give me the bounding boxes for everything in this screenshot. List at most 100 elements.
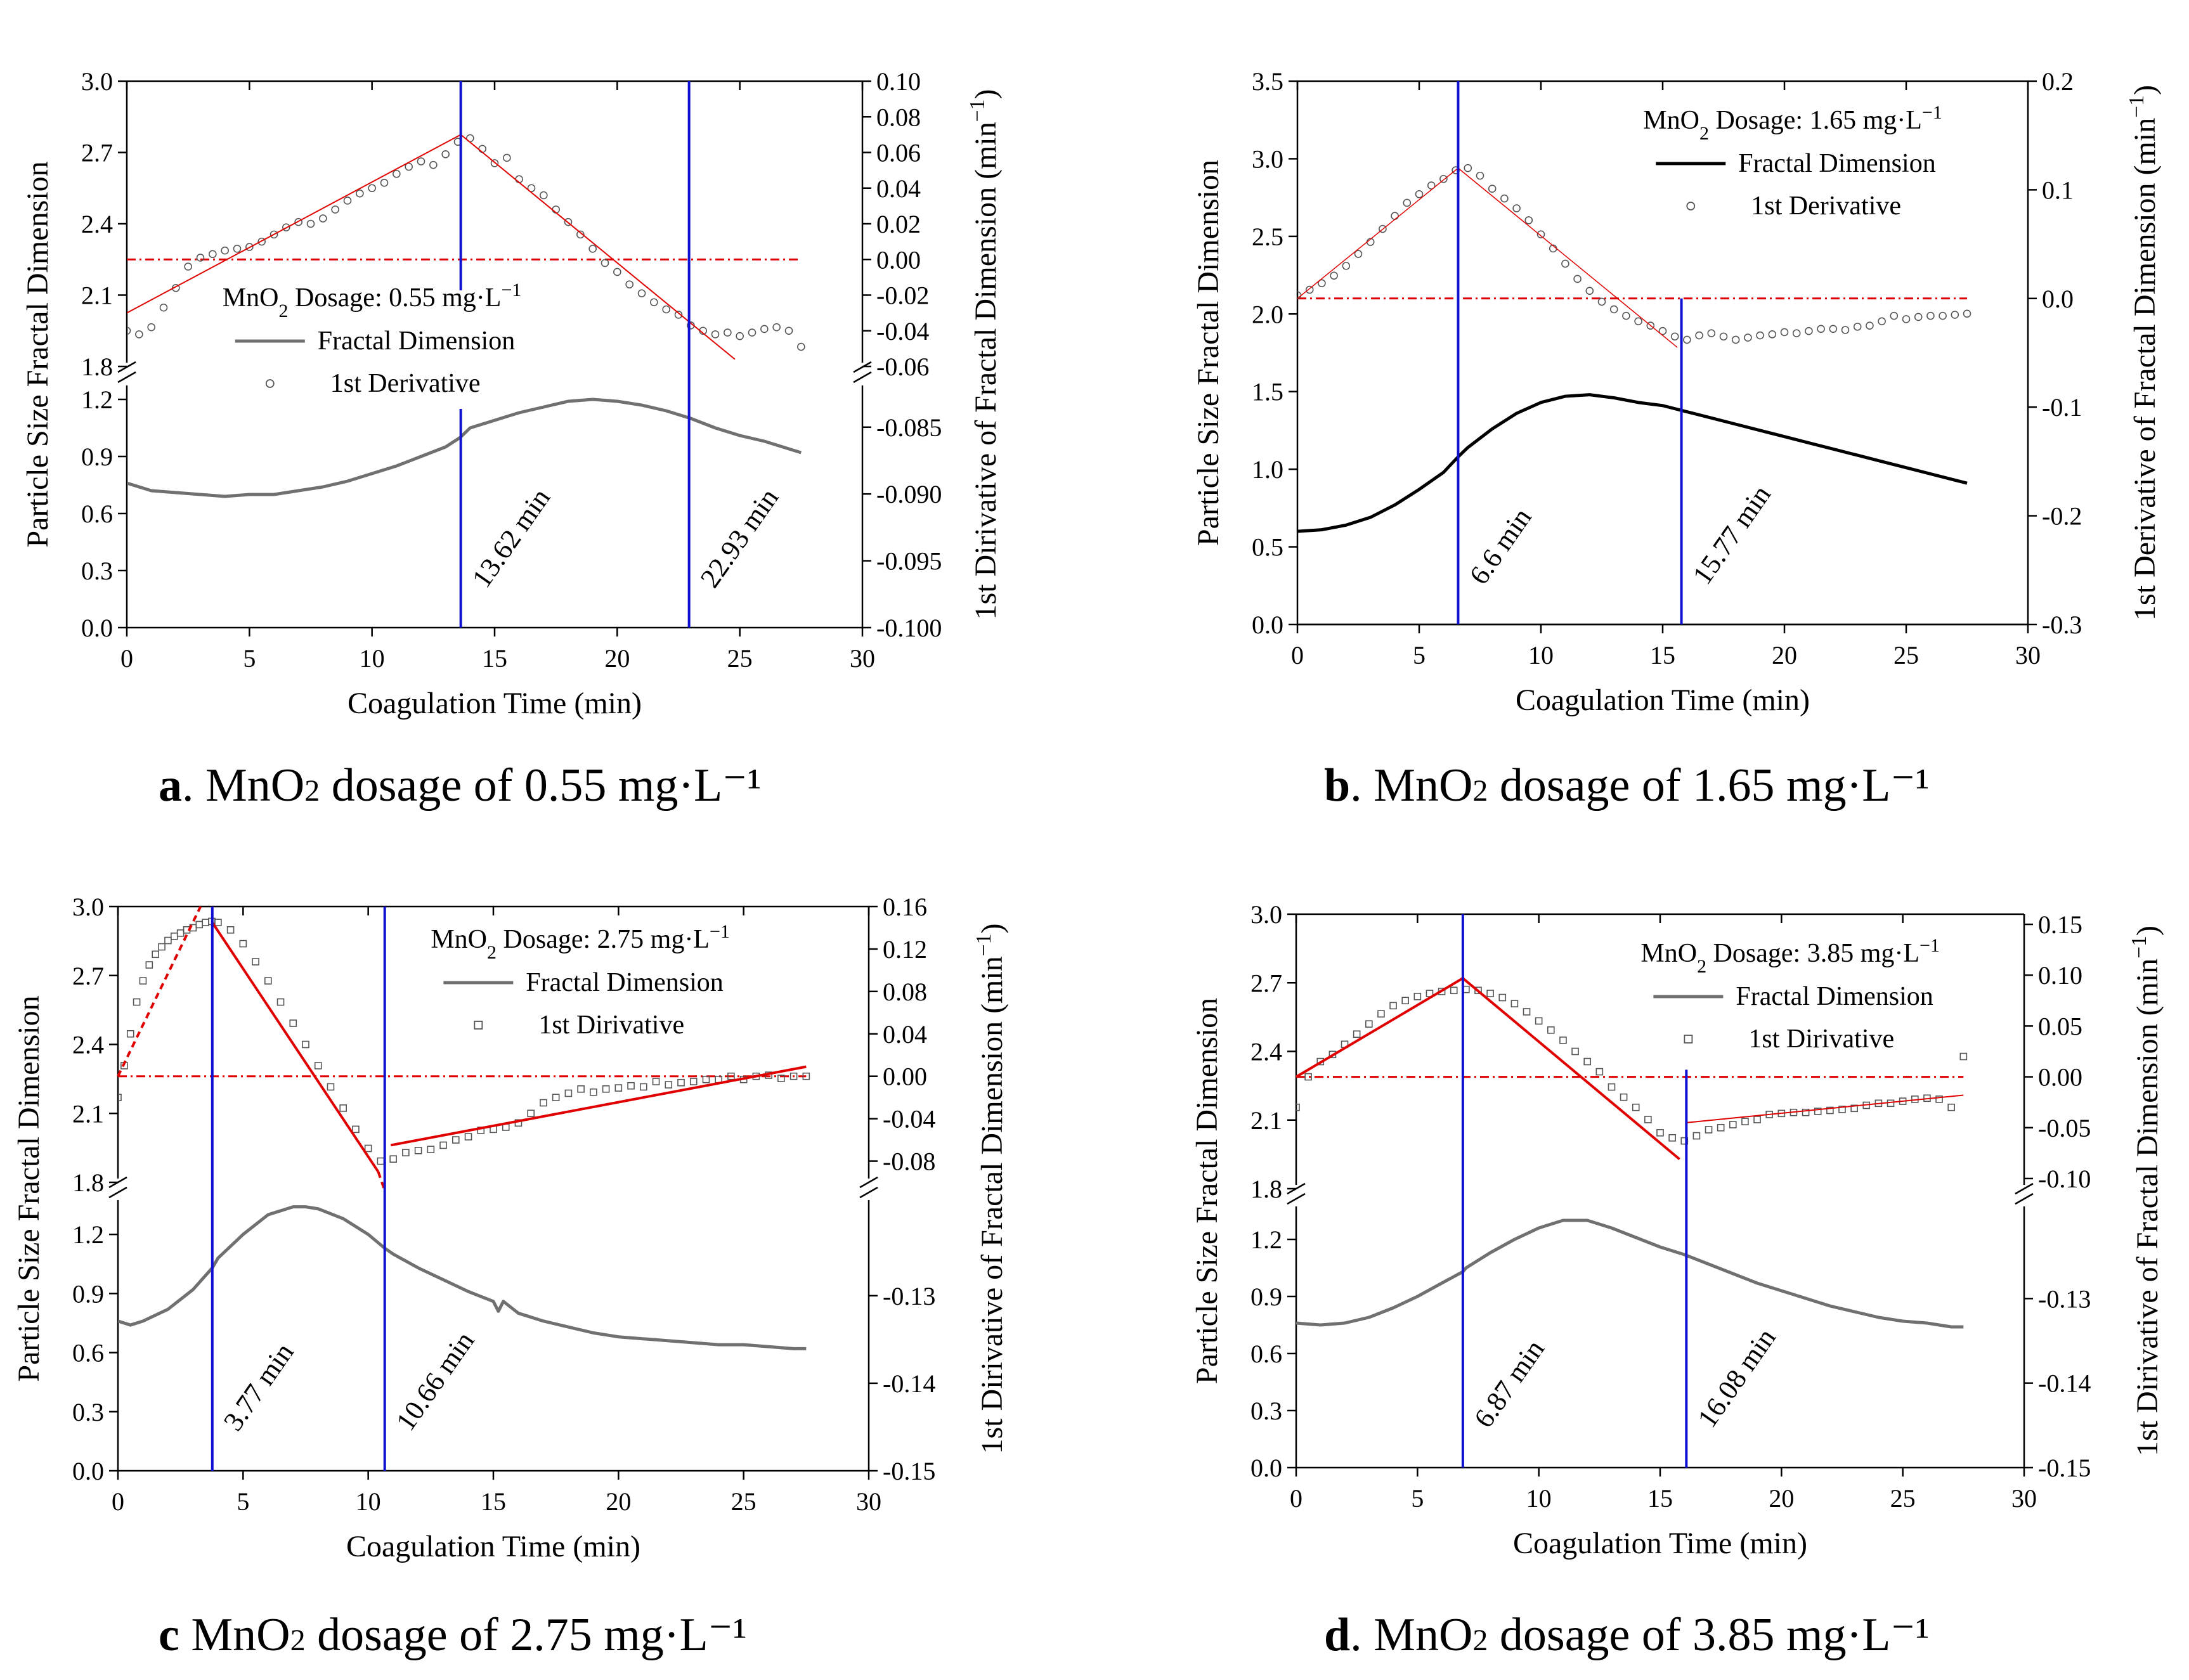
x-tick-label: 30 xyxy=(850,644,875,673)
derivative-point xyxy=(1547,1026,1555,1034)
derivative-point xyxy=(662,305,670,314)
derivative-point xyxy=(802,1072,810,1080)
y2-tick-label: -0.090 xyxy=(876,480,942,508)
y-tick-label: 0.3 xyxy=(81,557,113,585)
y2-tick-label: 0.1 xyxy=(2042,176,2074,204)
derivative-point xyxy=(441,150,450,158)
derivative-point xyxy=(527,184,536,193)
y2-tick-label: -0.13 xyxy=(883,1282,935,1310)
derivative-point xyxy=(1705,1126,1713,1134)
linear-fit-line xyxy=(117,906,202,1077)
y-tick-label: 1.5 xyxy=(1252,378,1283,406)
derivative-point xyxy=(1902,315,1911,323)
derivative-point xyxy=(674,311,683,319)
derivative-point xyxy=(1498,993,1507,1002)
derivative-point xyxy=(368,184,376,193)
y2-tick-label: -0.05 xyxy=(2038,1114,2091,1142)
derivative-point xyxy=(625,280,633,288)
y-tick-label: 0.0 xyxy=(1252,611,1283,639)
y-tick-label: 0.0 xyxy=(81,614,113,642)
derivative-point xyxy=(1963,309,1971,318)
caption-letter: a xyxy=(159,759,182,811)
y-tick-label: 2.7 xyxy=(72,962,104,990)
derivative-point xyxy=(214,919,222,926)
x-tick-label: 15 xyxy=(1650,641,1675,669)
derivative-point xyxy=(159,303,168,312)
fractal-dimension-line xyxy=(1296,1218,1964,1329)
caption-a: a. MnO2 dosage of 0.55 mg·L⁻¹ xyxy=(159,758,762,813)
y2-tick-label: 0.02 xyxy=(876,210,921,238)
y2-tick-label: 0.00 xyxy=(883,1063,927,1091)
derivative-point xyxy=(135,330,143,339)
derivative-point xyxy=(1838,1106,1846,1113)
y-tick-label: 0.9 xyxy=(1250,1283,1282,1311)
derivative-point xyxy=(352,1125,360,1134)
x-tick-label: 10 xyxy=(1528,641,1554,669)
derivative-point xyxy=(1488,184,1497,193)
derivative-point xyxy=(233,245,242,253)
derivative-point xyxy=(1524,216,1533,224)
derivative-point xyxy=(1559,1037,1567,1044)
y2-tick-label: -0.04 xyxy=(876,317,929,346)
caption-subscript: 2 xyxy=(290,1624,306,1657)
derivative-point xyxy=(650,298,658,307)
derivative-point xyxy=(527,1109,535,1118)
caption-subscript: 2 xyxy=(1472,774,1488,808)
y2-tick-label: -0.1 xyxy=(2042,393,2082,422)
chart-panel-a: 0 5 10 15 20 25 30 0.0 0.3 0.6 0.9 1.2 1.8 2.1 2.4 2.7 3… xyxy=(21,67,1003,720)
y-tick-label: 3.0 xyxy=(1250,900,1282,929)
y-tick-label: 2.1 xyxy=(81,281,113,310)
legend-dosage: MnO2 Dosage: 1.65 mg·L−1 xyxy=(1643,102,1942,144)
y2-tick-label: 0.00 xyxy=(876,245,921,274)
x-axis-title: Coagulation Time (min) xyxy=(1516,683,1810,717)
derivative-point xyxy=(576,230,585,239)
derivative-point xyxy=(478,145,486,153)
derivative-point xyxy=(1719,332,1728,341)
derivative-point xyxy=(152,950,159,959)
derivative-point xyxy=(1609,305,1618,314)
derivative-point xyxy=(1914,313,1923,321)
derivative-point xyxy=(196,254,205,262)
derivative-point xyxy=(331,205,339,214)
derivative-point xyxy=(540,1099,547,1107)
y2-tick-label: -0.085 xyxy=(876,413,942,442)
derivative-point xyxy=(1304,1073,1312,1081)
y2-tick-label: 0.04 xyxy=(883,1020,927,1049)
y2-tick-label: 0.2 xyxy=(2042,67,2074,96)
y-tick-label: 3.0 xyxy=(1252,145,1283,173)
y-axis-title: Particle Size Fractal Dimension xyxy=(21,161,55,547)
x-tick-label: 25 xyxy=(727,644,753,673)
right-axis-break-mark xyxy=(2015,1182,2034,1195)
derivative-point xyxy=(276,998,285,1006)
derivative-point xyxy=(1683,335,1691,344)
derivative-point xyxy=(1741,1118,1749,1125)
derivative-point xyxy=(145,961,153,969)
derivative-point xyxy=(417,157,425,165)
left-axis-break-mark xyxy=(108,1186,127,1199)
derivative-point xyxy=(1829,325,1838,333)
derivative-point xyxy=(1296,1103,1300,1111)
legend-derivative-swatch xyxy=(265,379,275,388)
derivative-point xyxy=(1866,321,1874,330)
derivative-point xyxy=(221,246,229,255)
derivative-point xyxy=(1608,1083,1616,1091)
derivative-point xyxy=(1391,212,1399,220)
derivative-point xyxy=(451,1136,460,1144)
y-tick-label: 3.0 xyxy=(81,67,113,96)
x-tick-label: 20 xyxy=(1772,641,1797,669)
linear-fit-line xyxy=(211,921,380,1173)
caption-d: d. MnO2 dosage of 3.85 mg·L⁻¹ xyxy=(1324,1607,1930,1662)
y-tick-label: 2.0 xyxy=(1252,300,1283,328)
x-tick-label: 15 xyxy=(1647,1484,1673,1513)
derivative-point xyxy=(1632,1103,1640,1111)
derivative-point xyxy=(577,1085,585,1093)
derivative-point xyxy=(724,328,732,337)
derivative-point xyxy=(1656,1128,1664,1137)
derivative-point xyxy=(639,1083,647,1091)
derivative-point xyxy=(289,1019,297,1027)
x-tick-label: 20 xyxy=(606,1487,631,1516)
legend-derivative-label: 1st Dirivative xyxy=(538,1011,684,1040)
y-tick-label: 0.6 xyxy=(81,500,113,528)
y-tick-label: 1.2 xyxy=(72,1220,104,1249)
derivative-point xyxy=(195,921,204,929)
